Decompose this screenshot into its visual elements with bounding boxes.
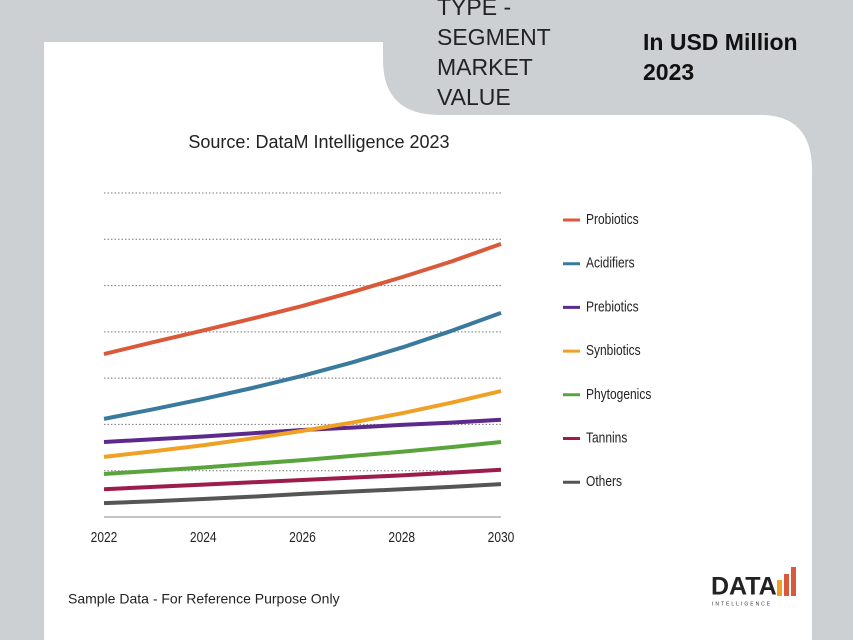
legend-label: Acidifiers: [586, 254, 635, 271]
legend-label: Probiotics: [586, 211, 639, 228]
logo-bar: [791, 567, 796, 596]
series-line: [103, 242, 502, 357]
panel: [44, 42, 812, 640]
x-tick-label: 2026: [289, 529, 316, 546]
series-line: [103, 389, 502, 459]
logo-bar: [784, 574, 789, 596]
logo: DATA: [711, 573, 777, 601]
x-tick-label: 2030: [488, 529, 515, 546]
legend-label: Synbiotics: [586, 342, 641, 359]
legend-label: Prebiotics: [586, 298, 639, 315]
series-line: [103, 482, 502, 506]
legend-label: Others: [586, 473, 622, 490]
logo-bar: [777, 580, 782, 596]
legend-label: Tannins: [586, 429, 628, 446]
series-line: [103, 440, 502, 476]
series-line: [103, 311, 502, 421]
logo-sub: INTELLIGENCE: [712, 601, 772, 607]
legend-label: Phytogenics: [586, 386, 652, 403]
header-unit: In USD Million 2023: [643, 29, 798, 85]
header-title: TYPE - SEGMENT MARKET VALUE: [437, 0, 551, 110]
x-tick-label: 2024: [190, 529, 217, 546]
x-tick-label: 2022: [91, 529, 118, 546]
chart-subtitle: Source: DataM Intelligence 2023: [188, 132, 449, 152]
series-line: [103, 467, 502, 492]
footer-note: Sample Data - For Reference Purpose Only: [68, 591, 340, 607]
x-tick-label: 2028: [388, 529, 415, 546]
